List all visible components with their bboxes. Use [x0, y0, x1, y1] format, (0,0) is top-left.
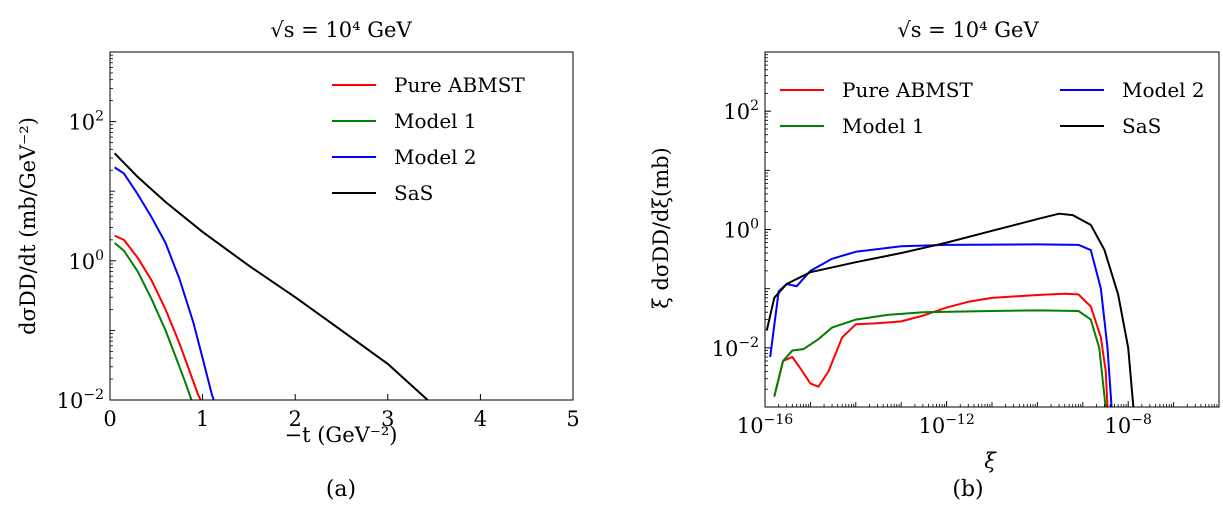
panel-b-series-model-1: [773, 309, 1107, 407]
panel-b-plot-area: [765, 212, 1135, 407]
panel-b-xtick-label: 10−8: [1105, 412, 1152, 438]
panel-b-ytick-label: 102: [723, 98, 759, 124]
panel-a-series-pure-abmst: [114, 234, 202, 400]
panel-b-series-pure-abmst: [773, 292, 1109, 407]
panel-b-ytick-label: 100: [723, 217, 759, 243]
panel-b-legend-item-model-1: Model 1: [780, 114, 925, 138]
panel-a-legend-label: SaS: [394, 181, 433, 205]
panel-b-series-model-2: [769, 243, 1113, 407]
panel-a-xtick-label: 0: [103, 407, 116, 431]
panel-b-legend-item-sas: SaS: [1060, 114, 1161, 138]
panel-b-axes-frame: [764, 51, 1220, 408]
panel-a-legend-item-sas: SaS: [332, 181, 433, 205]
panel-a-ylabel: dσDD/dt (mb/GeV⁻²): [16, 117, 40, 335]
panel-b-xtick-label: 10−16: [737, 412, 793, 438]
panel-a-xtick-label: 3: [381, 407, 394, 431]
panel-b-ylabel: ξ dσDD/dξ(mb): [649, 147, 673, 309]
panel-a-ytick-label: 10−2: [57, 387, 104, 413]
panel-a-legend-item-model-2: Model 2: [332, 145, 477, 169]
panel-b-xlabel: ξ: [984, 449, 997, 473]
panel-b-legend-label: Model 1: [842, 114, 925, 138]
panel-a: √s = 10⁴ GeV 0 1 2 3 4 5 10−2 100 102 −t (GeV⁻²)…: [16, 18, 580, 502]
panel-b-legend-label: SaS: [1122, 114, 1161, 138]
panel-b-legend-label: Pure ABMST: [842, 78, 973, 102]
panel-a-xtick-label: 4: [474, 407, 487, 431]
panel-a-legend-label: Model 1: [394, 109, 477, 133]
panel-a-caption: (a): [326, 477, 356, 502]
panel-b-title: √s = 10⁴ GeV: [897, 18, 1039, 42]
panel-a-ytick-label: 102: [68, 109, 104, 135]
panel-a-xlabel: −t (GeV⁻²): [285, 423, 398, 447]
panel-b-legend-label: Model 2: [1122, 78, 1205, 102]
panel-a-legend-item-pure-abmst: Pure ABMST: [332, 73, 525, 97]
panel-a-xtick-label: 2: [289, 407, 302, 431]
panel-a-ytick-label: 100: [68, 248, 104, 274]
panel-a-axes-frame: [109, 51, 574, 401]
panel-b-series-sas: [765, 212, 1135, 407]
panel-a-legend-label: Model 2: [394, 145, 477, 169]
panel-a-legend: Pure ABMST Model 1 Model 2 SaS: [332, 73, 525, 205]
panel-a-ticks: 0 1 2 3 4 5 10−2 100 102: [57, 54, 580, 431]
panel-a-legend-label: Pure ABMST: [394, 73, 525, 97]
panel-a-title: √s = 10⁴ GeV: [270, 18, 412, 42]
panel-b-xtick-label: 10−12: [918, 412, 974, 438]
panel-b-legend: Pure ABMST Model 1 Model 2 SaS: [780, 78, 1205, 138]
panel-a-plot-area: [113, 152, 429, 400]
panel-a-xtick-label: 5: [566, 407, 579, 431]
panel-a-series-model-1: [113, 242, 193, 400]
panel-b-ytick-label: 10−2: [712, 335, 759, 361]
panel-a-xtick-label: 1: [196, 407, 209, 431]
panel-a-legend-item-model-1: Model 1: [332, 109, 477, 133]
panel-a-series-model-2: [114, 166, 215, 400]
panel-a-series-sas: [113, 152, 429, 400]
panel-b-ticks: 10−16 10−12 10−8 10−2 100 102: [712, 54, 1218, 438]
panel-b-legend-item-pure-abmst: Pure ABMST: [780, 78, 973, 102]
panel-b-caption: (b): [952, 477, 983, 502]
panel-b: √s = 10⁴ GeV 10−16 10−12 10−8 10−2 100 102 ξ …: [649, 18, 1220, 502]
panel-b-legend-item-model-2: Model 2: [1060, 78, 1205, 102]
